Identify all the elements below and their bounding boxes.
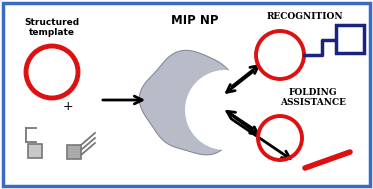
Text: MIP NP: MIP NP: [171, 14, 219, 27]
Circle shape: [185, 70, 265, 150]
FancyBboxPatch shape: [28, 144, 42, 158]
FancyBboxPatch shape: [336, 25, 364, 53]
Text: +: +: [63, 99, 73, 112]
Polygon shape: [140, 50, 251, 155]
Text: Structured
template: Structured template: [25, 18, 79, 37]
Circle shape: [215, 70, 285, 140]
Text: RECOGNITION: RECOGNITION: [267, 12, 343, 21]
FancyBboxPatch shape: [67, 145, 81, 159]
Text: FOLDING
ASSISTANCE: FOLDING ASSISTANCE: [280, 88, 346, 107]
